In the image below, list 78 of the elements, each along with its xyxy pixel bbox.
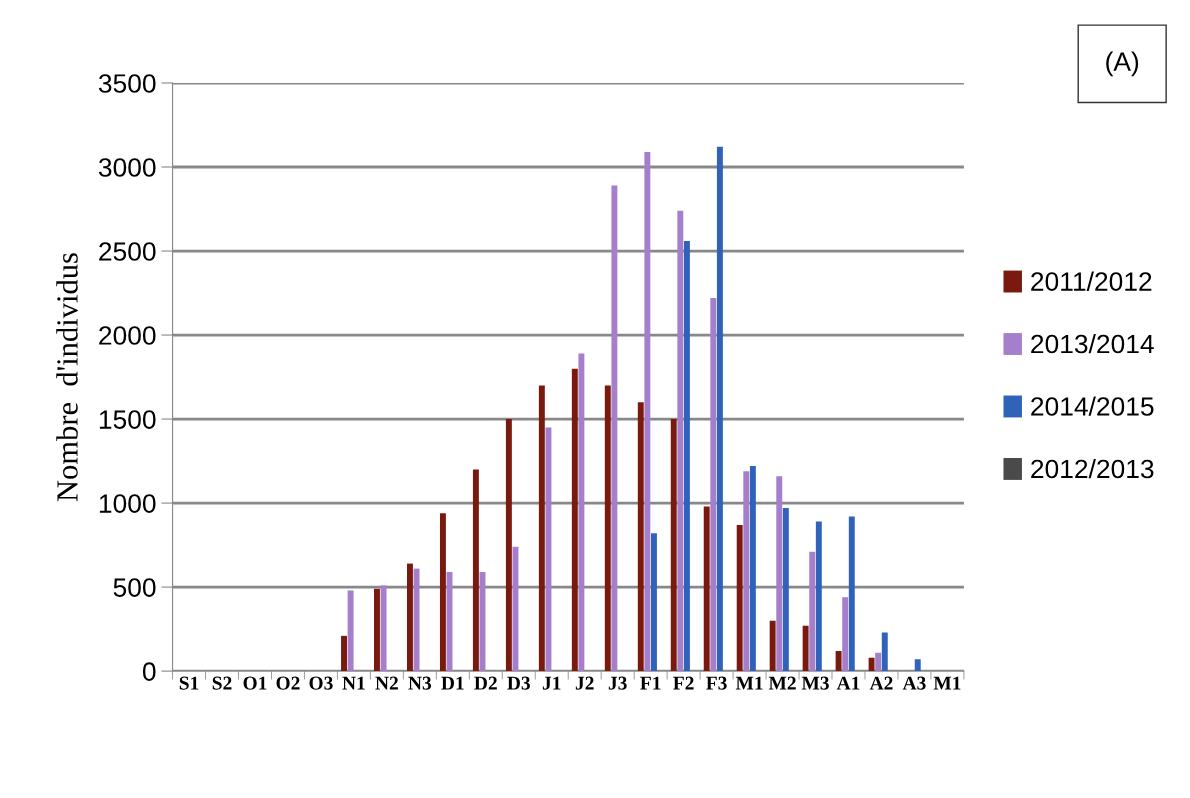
- x-tick-label: F3: [706, 676, 727, 690]
- x-tick-label: O1: [243, 676, 267, 690]
- bar: [736, 524, 743, 672]
- x-tick-label: M1: [933, 676, 961, 690]
- legend-label: 2011/2012: [1031, 271, 1152, 291]
- x-tick-label: D2: [474, 676, 497, 690]
- y-tick-label: 500: [113, 578, 156, 597]
- text: (A): [1106, 51, 1139, 77]
- x-tick-label: D1: [441, 676, 464, 690]
- bar: [538, 385, 545, 672]
- bar: [347, 590, 354, 672]
- bar: [413, 568, 420, 672]
- bar: [716, 146, 723, 672]
- x-tick-label: N3: [408, 676, 432, 690]
- bar: [683, 240, 690, 672]
- bar: [868, 657, 875, 672]
- bar: [769, 620, 776, 672]
- y-tick-label: 3000: [98, 158, 156, 177]
- bar: [439, 513, 446, 672]
- bar: [505, 419, 512, 672]
- bar: [743, 471, 750, 672]
- x-tick-label: F2: [673, 676, 694, 690]
- bar: [710, 298, 717, 672]
- bar: [611, 185, 618, 672]
- bar: [545, 427, 552, 672]
- y-tick-label: 2500: [99, 242, 156, 261]
- y-tick-label: 3500: [98, 74, 156, 93]
- x-tick-label: O3: [309, 676, 333, 690]
- bar: [637, 402, 644, 672]
- bar: [380, 585, 387, 672]
- x-tick-label: D3: [507, 676, 530, 690]
- bar: [604, 385, 611, 672]
- bar: [578, 353, 585, 672]
- x-tick-label: S1: [179, 676, 199, 690]
- bar: [650, 533, 657, 672]
- bar: [341, 635, 347, 672]
- bar: [571, 368, 578, 672]
- y-tick-label: 2000: [99, 326, 156, 345]
- x-tick-label: M2: [768, 676, 796, 690]
- x-tick-label: J1: [542, 676, 561, 690]
- x-tick-label: M1: [735, 676, 763, 690]
- bar: [835, 650, 842, 672]
- bar: [809, 551, 816, 672]
- bar: [776, 476, 783, 672]
- x-tick-label: A1: [836, 676, 860, 690]
- bar: [881, 632, 888, 672]
- x-tick-label: N1: [342, 676, 365, 690]
- x-tick-label: J3: [608, 676, 627, 690]
- x-tick-label: O2: [276, 676, 300, 690]
- bar: [670, 419, 677, 672]
- bar: [815, 521, 822, 672]
- bar: [802, 625, 809, 672]
- y-tick-label: 0: [142, 662, 156, 681]
- x-tick-label: S2: [212, 676, 232, 690]
- x-tick-label: J2: [575, 676, 594, 690]
- bar: [875, 652, 882, 672]
- bar: [914, 659, 921, 672]
- bar: [677, 210, 684, 672]
- x-tick-label: M3: [801, 676, 829, 690]
- legend-label: 2012/2013: [1031, 458, 1154, 479]
- legend-label: 2013/2014: [1031, 333, 1154, 354]
- bar: [842, 597, 849, 672]
- bar: [782, 508, 789, 672]
- y-tick-label: 1500: [99, 410, 156, 429]
- x-tick-label: N2: [375, 676, 398, 690]
- legend-label: 2014/2015: [1031, 396, 1154, 416]
- bar: [749, 466, 756, 672]
- y-tick-label: 1000: [99, 494, 156, 513]
- x-tick-label: F1: [640, 676, 661, 690]
- bar: [703, 506, 710, 672]
- bar: [374, 588, 380, 672]
- x-tick-label: A2: [869, 676, 893, 690]
- x-tick-label: A3: [902, 676, 926, 690]
- bar: [472, 469, 479, 672]
- bar: [644, 151, 651, 672]
- bar: [848, 516, 855, 672]
- y-axis-title: Nombre d'individus: [56, 253, 78, 502]
- bar: [406, 563, 413, 672]
